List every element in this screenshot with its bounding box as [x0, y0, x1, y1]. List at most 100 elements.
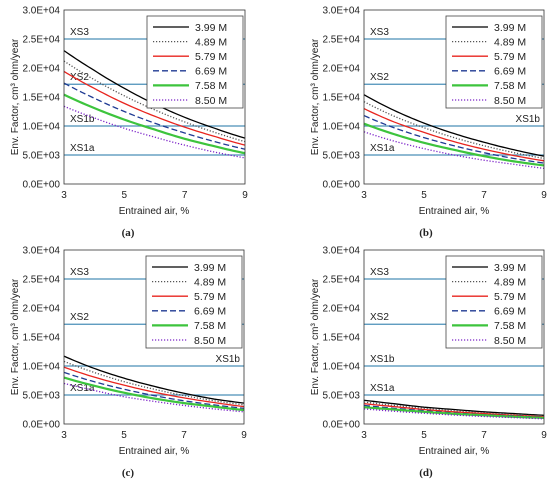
chart-panel-2: 0.0E+00 5.0E+03 1.0E+04 1.5E+04 2.0E+04 2.5E+… [310, 6, 547, 240]
series-line-758 [363, 122, 545, 167]
y-tick-label: 1.0E+04 [22, 122, 60, 133]
x-tick-label: 7 [481, 430, 487, 441]
x-axis-label: Entrained air, % [419, 206, 490, 217]
y-tick-label: 1.0E+04 [22, 362, 60, 373]
series-line-850 [363, 408, 545, 420]
exposure-level-label: XS2 [70, 312, 89, 323]
x-tick-label: 9 [541, 430, 547, 441]
legend-entry: 5.79 M [494, 51, 526, 63]
series-line-669 [63, 371, 245, 409]
y-tick-label: 1.5E+04 [22, 93, 60, 104]
plot-frame [63, 9, 246, 185]
x-tick-label: 9 [242, 190, 248, 201]
x-tick-label: 5 [121, 430, 127, 441]
y-tick-label: 2.5E+04 [322, 35, 360, 46]
x-tick-label: 7 [481, 190, 487, 201]
y-tick-label: 3.0E+04 [322, 246, 360, 257]
exposure-level-label: XS3 [70, 267, 89, 278]
legend-entry: 4.89 M [494, 36, 526, 48]
y-axis-label: Env. Factor, cm³ ohm/year [310, 278, 321, 395]
legend-entry: 5.79 M [494, 291, 526, 303]
series-line-669 [63, 82, 246, 150]
exposure-level-label: XS1a [70, 143, 95, 154]
y-axis-label: Env. Factor, cm³ ohm/year [10, 38, 21, 155]
exposure-level-label: XS1b [516, 114, 541, 125]
legend-box [445, 15, 543, 109]
x-tick-label: 5 [421, 190, 427, 201]
legend-entry: 3.99 M [494, 262, 526, 274]
exposure-level-label: XS3 [370, 267, 389, 278]
y-tick-label: 0.0E+00 [22, 180, 60, 191]
y-tick-label: 1.0E+04 [322, 362, 360, 373]
y-tick-label: 3.0E+04 [22, 246, 60, 257]
y-tick-label: 2.5E+04 [22, 275, 60, 286]
legend-entry: 8.50 M [195, 95, 227, 107]
y-tick-label: 1.5E+04 [22, 333, 60, 344]
series-line-850 [363, 131, 545, 169]
x-axis-label: Entrained air, % [119, 446, 190, 457]
x-tick-label: 7 [181, 430, 187, 441]
legend-entry: 3.99 M [494, 22, 526, 34]
y-axis-label: Env. Factor, cm³ ohm/year [310, 38, 321, 155]
series-line-758 [63, 93, 246, 155]
legend-entry: 5.79 M [194, 291, 226, 303]
legend-entry: 8.50 M [494, 335, 526, 347]
exposure-level-label: XS2 [370, 312, 389, 323]
panel-label: (b) [419, 227, 433, 239]
x-axis-label: Entrained air, % [419, 446, 490, 457]
exposure-level-label: XS1b [216, 354, 241, 365]
legend-entry: 8.50 M [194, 335, 226, 347]
x-tick-label: 5 [421, 430, 427, 441]
chart-panel-4: 0.0E+00 5.0E+03 1.0E+04 1.5E+04 2.0E+04 2.5E+… [310, 246, 547, 480]
exposure-level-label: XS1a [370, 143, 395, 154]
panel-label: (c) [122, 467, 135, 479]
legend-entry: 5.79 M [195, 51, 227, 63]
y-tick-label: 5.0E+03 [22, 151, 60, 162]
series-line-489 [63, 60, 246, 143]
series-line-399 [363, 399, 545, 416]
y-tick-label: 2.0E+04 [322, 64, 360, 75]
legend-box [145, 255, 243, 349]
legend-entry: 3.99 M [195, 22, 227, 34]
series-line-579 [63, 366, 245, 408]
plot-frame [363, 9, 545, 185]
legend-entry: 7.58 M [194, 320, 226, 332]
plot-frame [363, 249, 545, 425]
x-tick-label: 3 [361, 430, 367, 441]
chart-panel-1: 0.0E+00 5.0E+03 1.0E+04 1.5E+04 2.0E+04 2.5E+… [10, 6, 248, 240]
x-tick-label: 5 [122, 190, 128, 201]
legend-entry: 7.58 M [494, 80, 526, 92]
y-tick-label: 0.0E+00 [22, 420, 60, 431]
y-tick-label: 1.5E+04 [322, 333, 360, 344]
legend-entry: 8.50 M [494, 95, 526, 107]
y-tick-label: 2.0E+04 [22, 304, 60, 315]
series-line-399 [63, 355, 245, 404]
y-tick-label: 2.0E+04 [322, 304, 360, 315]
chart-panel-3: 0.0E+00 5.0E+03 1.0E+04 1.5E+04 2.0E+04 2.5E+… [10, 246, 247, 480]
legend-entry: 6.69 M [194, 306, 226, 318]
x-tick-label: 9 [241, 430, 247, 441]
exposure-level-label: XS1b [70, 114, 95, 125]
exposure-level-label: XS3 [70, 27, 89, 38]
legend-entry: 6.69 M [195, 66, 227, 78]
x-tick-label: 3 [61, 430, 67, 441]
y-tick-label: 3.0E+04 [22, 6, 60, 17]
series-line-758 [63, 376, 245, 412]
panel-label: (a) [122, 227, 135, 239]
series-line-399 [363, 94, 545, 157]
legend-box [445, 255, 543, 349]
y-tick-label: 5.0E+03 [322, 151, 360, 162]
series-line-669 [363, 114, 545, 164]
series-line-758 [363, 406, 545, 420]
exposure-level-label: XS3 [370, 27, 389, 38]
series-line-850 [63, 382, 245, 413]
x-axis-label: Entrained air, % [119, 206, 190, 217]
y-tick-label: 0.0E+00 [322, 420, 360, 431]
legend-entry: 4.89 M [195, 36, 227, 48]
x-tick-label: 3 [61, 190, 67, 201]
legend-entry: 4.89 M [194, 276, 226, 288]
x-tick-label: 3 [361, 190, 367, 201]
exposure-level-label: XS1b [370, 354, 395, 365]
y-tick-label: 1.0E+04 [322, 122, 360, 133]
